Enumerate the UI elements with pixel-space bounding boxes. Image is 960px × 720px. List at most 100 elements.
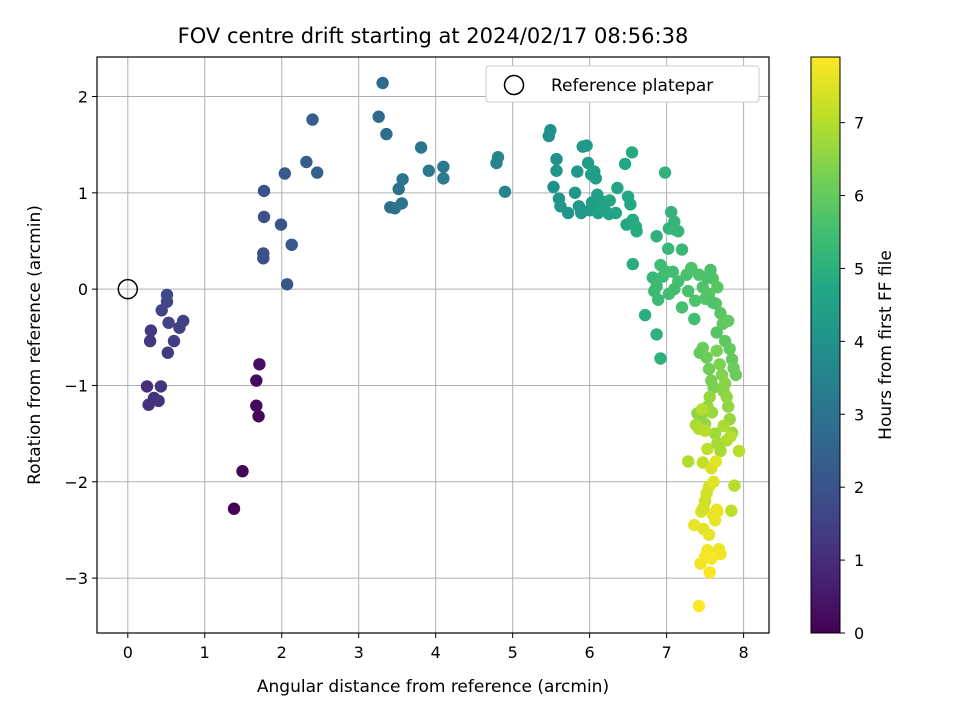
data-point	[725, 504, 738, 517]
data-point	[162, 316, 175, 329]
reference-marker-group	[117, 278, 139, 300]
data-point	[707, 475, 720, 488]
data-point	[658, 166, 672, 179]
colorbar-label: Hours from first FF file	[876, 250, 896, 440]
data-point	[274, 218, 288, 231]
data-point	[422, 164, 435, 177]
data-point	[154, 380, 168, 393]
data-point	[728, 479, 741, 492]
data-point	[372, 110, 385, 123]
data-point	[709, 455, 723, 468]
data-point	[675, 243, 689, 256]
plot-frame	[96, 56, 770, 634]
x-tick-label: 0	[123, 643, 133, 662]
y-tick-label: 0	[78, 280, 88, 299]
data-point	[550, 152, 563, 166]
legend: Reference platepar	[485, 65, 760, 103]
colorbar-tick-label: 1	[854, 551, 864, 570]
x-tick-label: 7	[662, 643, 672, 662]
colorbar-ticks: 0 1 2 3 4 5 6 7	[840, 114, 864, 643]
x-tick-label: 6	[585, 643, 595, 662]
data-point	[710, 344, 723, 357]
data-point	[253, 358, 266, 371]
data-point	[252, 410, 265, 423]
data-point	[692, 599, 706, 613]
data-point	[706, 296, 719, 309]
data-point	[624, 198, 637, 211]
data-point	[380, 127, 393, 141]
colorbar-tick-label: 2	[854, 478, 864, 497]
data-point	[437, 160, 450, 173]
colorbar-tick-label: 5	[854, 259, 864, 278]
data-point	[630, 225, 643, 238]
data-point	[675, 301, 689, 314]
data-point	[672, 275, 685, 288]
data-point	[257, 247, 270, 260]
data-point	[700, 351, 713, 364]
scatter-points	[140, 76, 746, 613]
data-point	[650, 280, 663, 293]
data-point	[720, 390, 733, 404]
data-point	[250, 374, 263, 387]
x-axis-label: Angular distance from reference (arcmin)	[257, 677, 609, 697]
colorbar-frame	[810, 56, 841, 634]
data-point	[568, 186, 582, 199]
y-tick-label: −2	[64, 473, 88, 492]
data-point	[650, 230, 663, 243]
grid-lines	[97, 57, 769, 633]
data-point	[278, 167, 291, 180]
x-tick-label: 1	[200, 643, 210, 662]
data-point	[718, 377, 732, 390]
data-point	[714, 307, 727, 320]
data-point	[177, 314, 190, 328]
y-tick-label: −1	[64, 376, 88, 395]
data-point	[638, 308, 652, 322]
x-tick-label: 5	[508, 643, 518, 662]
chart-title: FOV centre drift starting at 2024/02/17 …	[178, 24, 689, 48]
data-point	[729, 368, 743, 382]
x-tick-label: 3	[354, 643, 364, 662]
data-point	[714, 444, 727, 458]
data-point	[717, 419, 730, 433]
data-point	[603, 194, 616, 207]
data-point	[227, 502, 241, 515]
x-axis-ticks: 0 1 2 3 4 5 6 7 8	[123, 633, 749, 662]
data-point	[682, 284, 695, 298]
colorbar: 0 1 2 3 4 5 6 7 Hours from first FF file	[810, 56, 896, 643]
data-point	[654, 352, 667, 365]
data-point	[672, 225, 685, 238]
data-point	[550, 164, 563, 177]
data-point	[665, 205, 678, 219]
data-point	[581, 156, 595, 170]
data-point	[160, 288, 174, 302]
data-point	[589, 172, 602, 185]
data-point	[300, 155, 313, 169]
data-point	[722, 400, 735, 413]
data-point	[650, 328, 663, 341]
data-point	[711, 281, 724, 294]
legend-box	[485, 65, 760, 103]
colorbar-gradient	[811, 57, 840, 633]
data-point	[167, 334, 181, 348]
data-point	[688, 312, 701, 326]
data-point	[161, 346, 174, 359]
data-point	[626, 257, 639, 271]
colorbar-tick-label: 3	[854, 405, 864, 424]
data-point	[723, 342, 736, 356]
data-point	[437, 172, 450, 185]
data-point	[547, 180, 560, 194]
data-point	[140, 380, 154, 393]
data-point	[714, 547, 727, 561]
data-point	[561, 206, 575, 220]
data-point	[609, 206, 622, 220]
data-point	[280, 278, 294, 291]
data-point	[250, 399, 263, 412]
colorbar-tick-label: 6	[854, 187, 864, 206]
data-point	[707, 381, 720, 394]
data-point	[311, 166, 324, 179]
data-point	[698, 424, 712, 437]
y-tick-label: 1	[78, 184, 88, 203]
data-point	[396, 173, 409, 186]
data-point	[491, 151, 505, 164]
data-point	[704, 263, 717, 277]
